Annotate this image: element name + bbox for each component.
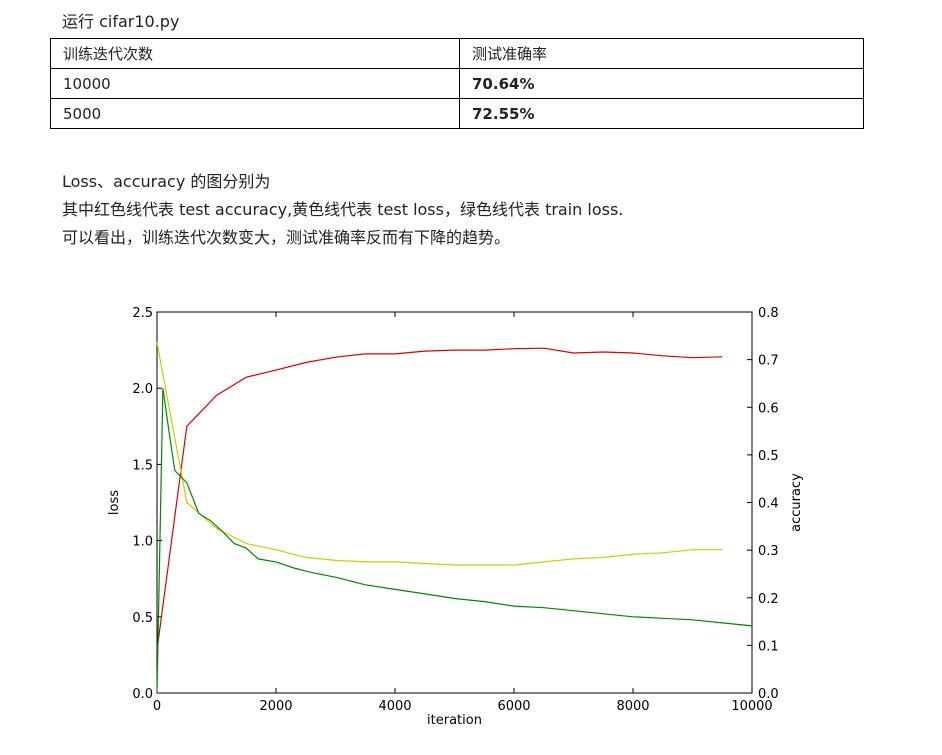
- table-header-row: 训练迭代次数 测试准确率: [50, 38, 864, 69]
- header-accuracy: 测试准确率: [459, 38, 864, 69]
- description-line: 其中红色线代表 test accuracy,黄色线代表 test loss，绿色…: [62, 200, 624, 219]
- header-iterations: 训练迭代次数: [50, 38, 460, 69]
- results-table: 训练迭代次数 测试准确率 10000 70.64% 5000 72.55%: [50, 38, 864, 129]
- row-accuracy: 70.64%: [459, 68, 864, 99]
- x-tick-label: 2000: [259, 699, 292, 714]
- y2-tick-label: 0.4: [758, 497, 779, 512]
- x-tick-label: 0: [153, 699, 161, 714]
- y2-tick-label: 0.2: [758, 592, 779, 607]
- y2-tick-label: 0.5: [758, 449, 779, 464]
- y-tick-label: 0.5: [132, 611, 153, 626]
- y2-tick-label: 0.6: [758, 401, 779, 416]
- y2-axis-label: accuracy: [789, 473, 804, 532]
- test-accuracy-line: [156, 347, 723, 651]
- y-tick-label: 1.5: [132, 458, 153, 473]
- y2-tick-label: 0.1: [758, 639, 779, 654]
- row-accuracy: 72.55%: [459, 98, 864, 129]
- y-tick-label: 2.0: [132, 382, 153, 397]
- run-title: 运行 cifar10.py: [62, 12, 180, 31]
- y2-tick-label: 0.3: [758, 544, 779, 559]
- table-row: 10000 70.64%: [50, 68, 864, 99]
- y-axis-label: loss: [107, 490, 122, 515]
- y-tick-label: 0.0: [132, 687, 153, 702]
- y2-tick-label: 0.0: [758, 687, 779, 702]
- row-iterations: 10000: [50, 68, 460, 99]
- description-line: Loss、accuracy 的图分别为: [62, 172, 271, 191]
- y2-tick-label: 0.7: [758, 354, 779, 369]
- plot-frame: [156, 311, 753, 694]
- description-line: 可以看出，训练迭代次数变大，测试准确率反而有下降的趋势。: [62, 228, 511, 247]
- train-loss-line: [156, 388, 753, 694]
- x-tick-label: 10000: [731, 699, 772, 714]
- description: Loss、accuracy 的图分别为 其中红色线代表 test accurac…: [62, 168, 623, 252]
- row-iterations: 5000: [50, 98, 460, 129]
- x-axis-label: iteration: [427, 713, 482, 728]
- x-tick-label: 4000: [378, 699, 411, 714]
- loss-accuracy-chart: 0 2000 4000 6000 8000 100000.00.51.01.52.02.5…: [107, 306, 804, 728]
- y-tick-label: 2.5: [132, 306, 153, 321]
- y-tick-label: 1.0: [132, 535, 153, 550]
- x-tick-label: 8000: [616, 699, 649, 714]
- table-row: 5000 72.55%: [50, 98, 864, 129]
- y2-tick-label: 0.8: [758, 306, 779, 321]
- test-loss-line: [156, 342, 723, 566]
- x-tick-label: 6000: [497, 699, 530, 714]
